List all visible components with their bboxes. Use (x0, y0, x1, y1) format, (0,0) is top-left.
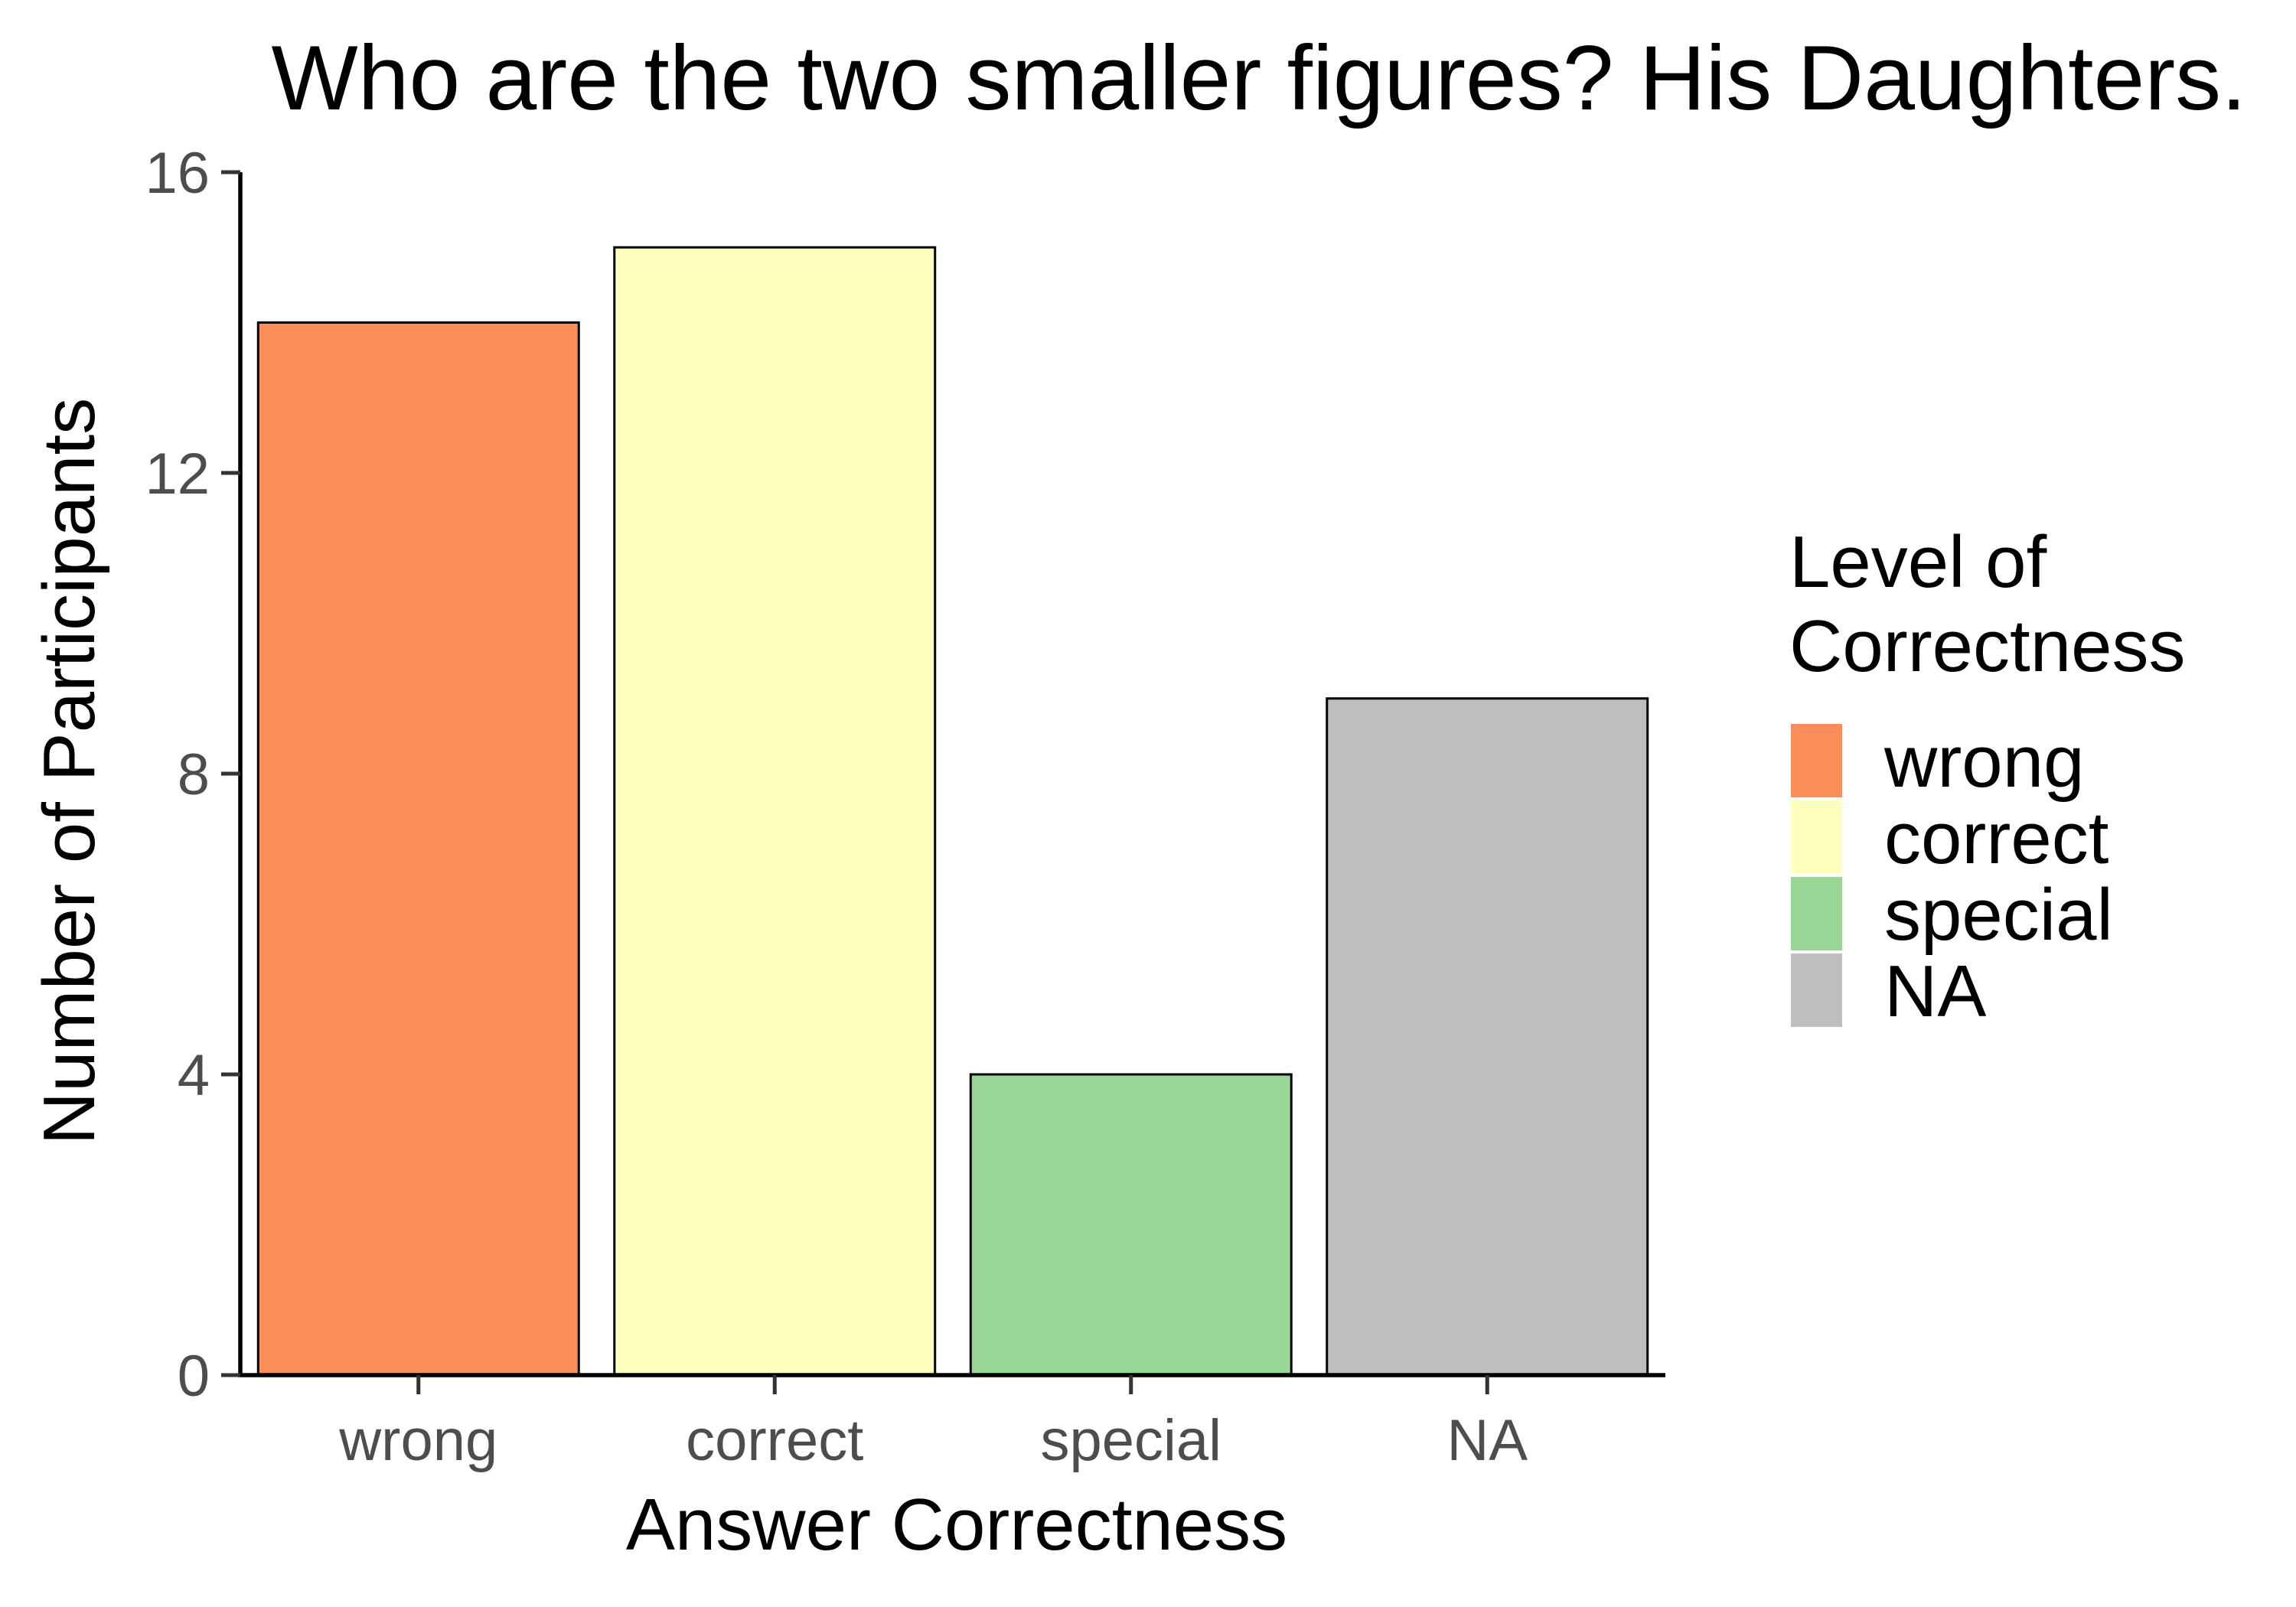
x-tick-label: correct (686, 1408, 863, 1473)
bars-layer (256, 246, 1649, 1377)
legend-label-correct: correct (1884, 797, 2108, 879)
legend-label-NA: NA (1884, 950, 1986, 1032)
y-tick-label: 0 (178, 1344, 210, 1409)
axes-layer: 0 4 8 12 16 wrong correct special NA (145, 141, 1665, 1473)
bar-wrong (256, 321, 580, 1377)
legend-swatch-NA (1791, 953, 1842, 1027)
y-tick-label: 8 (178, 742, 210, 807)
y-tick-label: 4 (178, 1043, 210, 1108)
y-axis-title: Number of Participants (28, 398, 110, 1145)
legend-label-wrong: wrong (1883, 721, 2084, 803)
legend-swatch-special (1791, 877, 1842, 950)
bar-correct (613, 246, 937, 1377)
x-tick-label: special (1040, 1408, 1221, 1473)
x-axis-title: Answer Correctness (626, 1484, 1287, 1566)
bar-NA (1326, 697, 1649, 1377)
legend-title-line: Correctness (1789, 605, 2186, 687)
bar-special (969, 1073, 1293, 1377)
y-axis-title-group: Number of Participants (28, 398, 110, 1145)
legend-title-line: Level of (1789, 521, 2047, 603)
x-tick-label: wrong (338, 1408, 497, 1473)
y-tick-label: 12 (145, 442, 210, 507)
x-tick-label: NA (1446, 1408, 1528, 1473)
legend-swatch-wrong (1791, 724, 1842, 797)
chart-title: Who are the two smaller figures? His Dau… (271, 27, 2246, 129)
legend-label-special: special (1884, 874, 2113, 956)
y-tick-label: 16 (145, 141, 210, 206)
legend-swatch-correct (1791, 800, 1842, 874)
